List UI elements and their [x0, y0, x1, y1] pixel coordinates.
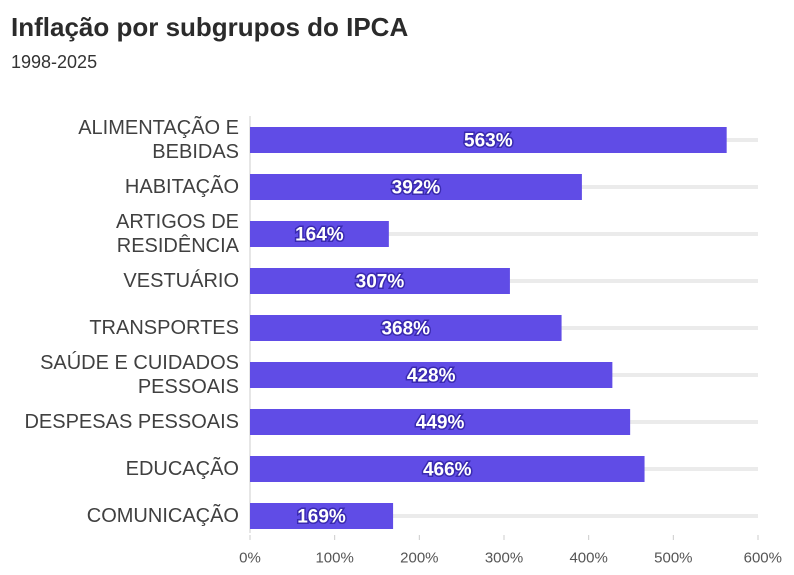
bar — [250, 127, 727, 153]
category-label: PESSOAIS — [138, 376, 239, 398]
x-tick-label: 600% — [744, 550, 782, 567]
data-label: 307% — [356, 272, 405, 293]
x-tick-label: 100% — [315, 550, 353, 567]
data-label: 368% — [381, 319, 430, 340]
bar-track — [250, 232, 758, 236]
bar — [250, 409, 631, 435]
x-tick-label: 200% — [400, 550, 438, 567]
category-label: ARTIGOS DE — [116, 211, 239, 233]
category-label: VESTUÁRIO — [123, 269, 239, 292]
chart-subtitle: 1998-2025 — [11, 52, 98, 72]
bar — [250, 456, 645, 482]
category-label: BEBIDAS — [152, 141, 239, 163]
bar-track — [250, 514, 758, 518]
category-label: RESIDÊNCIA — [117, 234, 240, 257]
category-label: SAÚDE E CUIDADOS — [40, 351, 239, 374]
data-label: 449% — [416, 413, 465, 434]
bar — [250, 174, 582, 200]
data-label: 164% — [295, 225, 344, 246]
data-label: 428% — [407, 366, 456, 387]
data-label: 392% — [392, 178, 441, 199]
category-label: COMUNICAÇÃO — [87, 503, 239, 527]
bar — [250, 221, 389, 247]
bar — [250, 503, 394, 529]
x-tick-label: 300% — [485, 550, 523, 567]
category-label: ALIMENTAÇÃO E — [78, 115, 239, 139]
data-label: 169% — [297, 507, 346, 528]
chart-title: Inflação por subgrupos do IPCA — [11, 12, 409, 42]
bar — [250, 268, 510, 294]
x-tick-label: 400% — [569, 550, 607, 567]
category-label: TRANSPORTES — [89, 317, 239, 339]
bar — [250, 362, 613, 388]
category-label: HABITAÇÃO — [125, 174, 239, 198]
category-label: EDUCAÇÃO — [126, 456, 239, 480]
data-label: 563% — [464, 131, 513, 152]
x-tick-label: 0% — [239, 550, 261, 567]
category-label: DESPESAS PESSOAIS — [24, 411, 239, 433]
x-tick-label: 500% — [654, 550, 692, 567]
bar — [250, 315, 562, 341]
data-label: 466% — [423, 460, 472, 481]
